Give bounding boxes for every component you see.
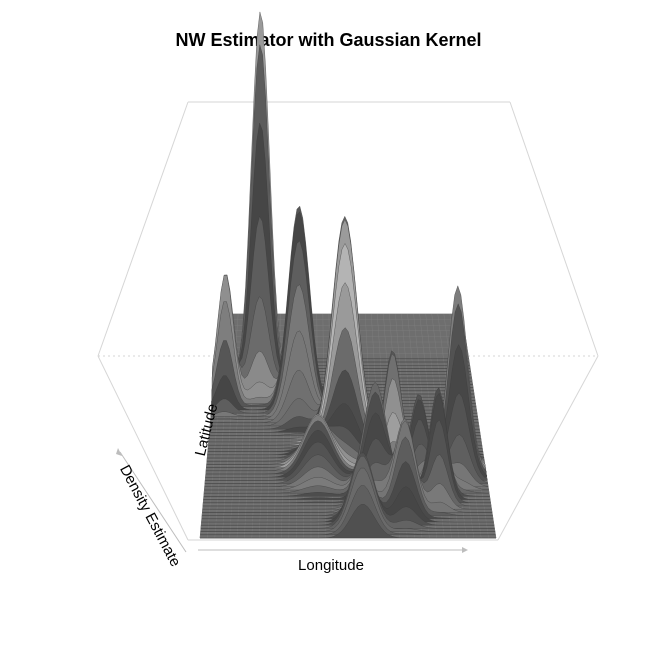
density-axis — [116, 448, 187, 553]
z-axis-label: Density Estimate — [116, 462, 184, 569]
surface-slice — [200, 504, 496, 539]
longitude-axis — [198, 547, 468, 553]
surface-peaks — [200, 11, 496, 539]
chart-title: NW Estimator with Gaussian Kernel — [175, 30, 482, 50]
box-edge — [97, 101, 189, 357]
x-axis-label: Longitude — [298, 557, 364, 574]
box-edge — [509, 101, 599, 357]
box-edge — [97, 355, 189, 541]
box-edge — [497, 355, 599, 541]
